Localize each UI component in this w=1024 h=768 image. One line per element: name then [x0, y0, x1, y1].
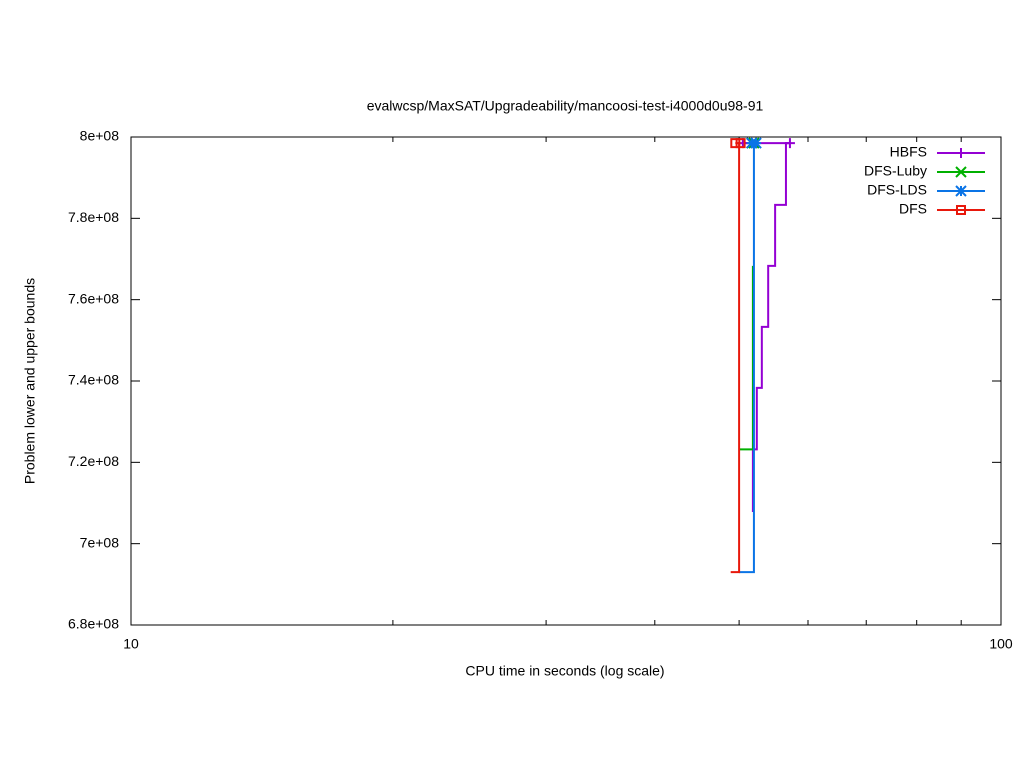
- y-axis-label: Problem lower and upper bounds: [22, 278, 38, 484]
- marker: [750, 137, 762, 149]
- bound-line: [751, 142, 790, 512]
- y-tick-label: 7e+08: [80, 534, 120, 550]
- marker: [955, 166, 967, 178]
- y-tick-label: 7.6e+08: [68, 290, 119, 306]
- y-tick-label: 7.8e+08: [68, 209, 119, 225]
- bound-line: [739, 265, 754, 451]
- marker: [956, 205, 966, 215]
- x-tick-label: 100: [989, 636, 1013, 652]
- legend-label: DFS-Luby: [864, 163, 927, 179]
- marker: [784, 138, 795, 149]
- legend-label: HBFS: [890, 144, 927, 160]
- x-tick-label: 10: [123, 636, 139, 652]
- legend-label: DFS: [899, 201, 927, 217]
- bound-line: [739, 143, 755, 574]
- marker: [956, 148, 966, 158]
- y-tick-label: 8e+08: [80, 128, 120, 144]
- chart-title: evalwcsp/MaxSAT/Upgradeability/mancoosi-…: [367, 98, 764, 114]
- x-axis-label: CPU time in seconds (log scale): [465, 663, 664, 679]
- y-tick-label: 6.8e+08: [68, 616, 119, 632]
- y-tick-label: 7.2e+08: [68, 453, 119, 469]
- legend-label: DFS-LDS: [867, 182, 927, 198]
- marker: [735, 138, 746, 149]
- plot-frame: [130, 136, 1002, 626]
- y-tick-label: 7.4e+08: [68, 372, 119, 388]
- bound-line: [730, 143, 741, 574]
- marker: [955, 185, 967, 197]
